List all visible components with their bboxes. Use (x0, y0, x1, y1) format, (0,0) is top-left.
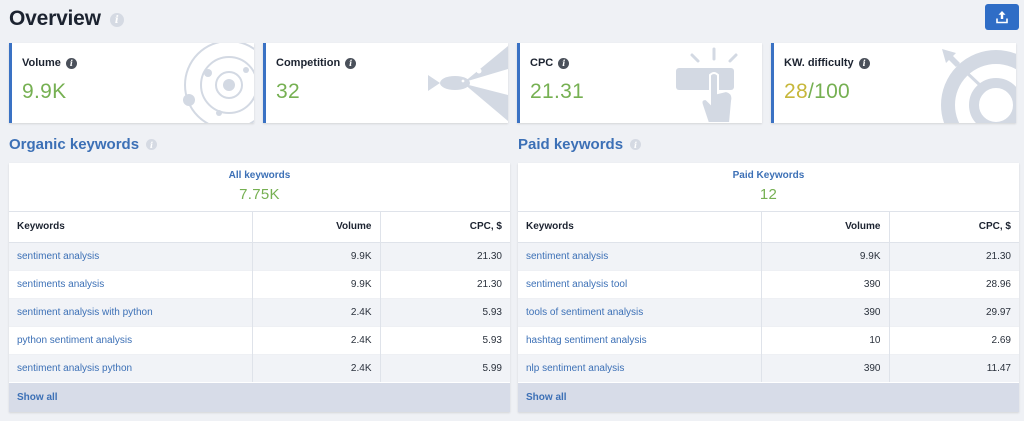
keyword-link[interactable]: sentiment analysis with python (9, 297, 252, 326)
keyword-link[interactable]: sentiment analysis python (9, 353, 252, 382)
metric-value-kw-difficulty: 28/100 (784, 80, 851, 103)
table-row: nlp sentiment analysis 390 11.47 (518, 353, 1019, 382)
column-header-volume[interactable]: Volume (760, 212, 889, 243)
keyword-link[interactable]: hashtag sentiment analysis (518, 325, 761, 354)
info-icon[interactable]: i (65, 57, 77, 69)
volume-cell: 9.9K (251, 269, 380, 298)
cpc-cell: 5.93 (379, 297, 510, 326)
page-header: Overview i (9, 4, 124, 34)
volume-cell: 10 (760, 325, 889, 354)
organic-summary-label[interactable]: All keywords (228, 170, 291, 181)
column-header-volume[interactable]: Volume (251, 212, 380, 243)
info-icon[interactable]: i (109, 13, 124, 27)
volume-cell: 2.4K (251, 297, 380, 326)
table-row: sentiment analysis 9.9K 21.30 (518, 241, 1019, 270)
metric-label-cpc: CPC (530, 57, 554, 69)
metric-card-competition: Competition i 32 (263, 43, 508, 123)
big-fish-small-fish-icon (428, 46, 508, 121)
info-icon[interactable]: i (630, 139, 642, 150)
metric-label-kw-difficulty: KW. difficulty (784, 57, 854, 69)
organic-show-all-button[interactable]: Show all (9, 383, 510, 412)
metric-value-cpc: 21.31 (530, 80, 585, 103)
table-row: python sentiment analysis 2.4K 5.93 (9, 325, 510, 354)
paid-summary: Paid Keywords 12 (518, 163, 1019, 212)
organic-keywords-panel: All keywords 7.75K Keywords Volume CPC, … (9, 163, 510, 412)
target-arrow-icon (941, 49, 1016, 123)
metric-value-competition: 32 (276, 80, 300, 103)
export-button[interactable] (985, 4, 1019, 30)
cpc-cell: 28.96 (888, 269, 1019, 298)
volume-cell: 390 (760, 297, 889, 326)
info-icon[interactable]: i (558, 57, 570, 69)
paid-keywords-panel: Paid Keywords 12 Keywords Volume CPC, $ … (518, 163, 1019, 412)
cpc-cell: 11.47 (888, 353, 1019, 382)
cpc-cell: 29.97 (888, 297, 1019, 326)
table-row: tools of sentiment analysis 390 29.97 (518, 297, 1019, 326)
upload-icon (996, 11, 1008, 24)
organic-keywords-title: Organic keywords i (9, 136, 158, 153)
organic-summary-value: 7.75K (239, 186, 280, 203)
volume-cell: 390 (760, 353, 889, 382)
table-row: sentiment analysis python 2.4K 5.99 (9, 353, 510, 382)
table-row: sentiment analysis 9.9K 21.30 (9, 241, 510, 270)
metric-label-volume: Volume (22, 57, 61, 69)
column-header-cpc[interactable]: CPC, $ (888, 212, 1019, 243)
table-row: sentiment analysis with python 2.4K 5.93 (9, 297, 510, 326)
table-row: hashtag sentiment analysis 10 2.69 (518, 325, 1019, 354)
organic-summary: All keywords 7.75K (9, 163, 510, 212)
metric-card-volume: Volume i 9.9K (9, 43, 254, 123)
keyword-link[interactable]: sentiment analysis tool (518, 269, 761, 298)
keyword-link[interactable]: nlp sentiment analysis (518, 353, 761, 382)
table-row: sentiments analysis 9.9K 21.30 (9, 269, 510, 298)
column-header-keywords[interactable]: Keywords (518, 212, 761, 243)
cpc-cell: 21.30 (379, 241, 510, 270)
click-hand-icon (676, 47, 738, 123)
metric-value-volume: 9.9K (22, 80, 67, 103)
info-icon[interactable]: i (858, 57, 870, 69)
volume-cell: 2.4K (251, 325, 380, 354)
cpc-cell: 2.69 (888, 325, 1019, 354)
volume-cell: 2.4K (251, 353, 380, 382)
page-title: Overview (9, 7, 101, 30)
keyword-link[interactable]: sentiments analysis (9, 269, 252, 298)
keyword-link[interactable]: sentiment analysis (9, 241, 252, 270)
paid-summary-value: 12 (759, 186, 778, 203)
column-header-keywords[interactable]: Keywords (9, 212, 252, 243)
table-row: sentiment analysis tool 390 28.96 (518, 269, 1019, 298)
cpc-cell: 21.30 (888, 241, 1019, 270)
keyword-link[interactable]: python sentiment analysis (9, 325, 252, 354)
paid-show-all-button[interactable]: Show all (518, 383, 1019, 412)
column-header-cpc[interactable]: CPC, $ (379, 212, 510, 243)
cpc-cell: 5.99 (379, 353, 510, 382)
cpc-cell: 5.93 (379, 325, 510, 354)
metric-card-cpc: CPC i 21.31 (517, 43, 762, 123)
volume-cell: 390 (760, 269, 889, 298)
keyword-link[interactable]: sentiment analysis (518, 241, 761, 270)
volume-cell: 9.9K (251, 241, 380, 270)
paid-keywords-title: Paid keywords i (518, 136, 642, 153)
orbit-icon (183, 43, 254, 123)
organic-keywords-table: Keywords Volume CPC, $ sentiment analysi… (9, 212, 510, 382)
paid-keywords-table: Keywords Volume CPC, $ sentiment analysi… (518, 212, 1019, 382)
metric-card-kw-difficulty: KW. difficulty i 28/100 (771, 43, 1016, 123)
info-icon[interactable]: i (146, 139, 158, 150)
info-icon[interactable]: i (345, 57, 357, 69)
metric-label-competition: Competition (276, 57, 341, 69)
cpc-cell: 21.30 (379, 269, 510, 298)
keyword-link[interactable]: tools of sentiment analysis (518, 297, 761, 326)
paid-summary-label[interactable]: Paid Keywords (732, 170, 805, 181)
volume-cell: 9.9K (760, 241, 889, 270)
